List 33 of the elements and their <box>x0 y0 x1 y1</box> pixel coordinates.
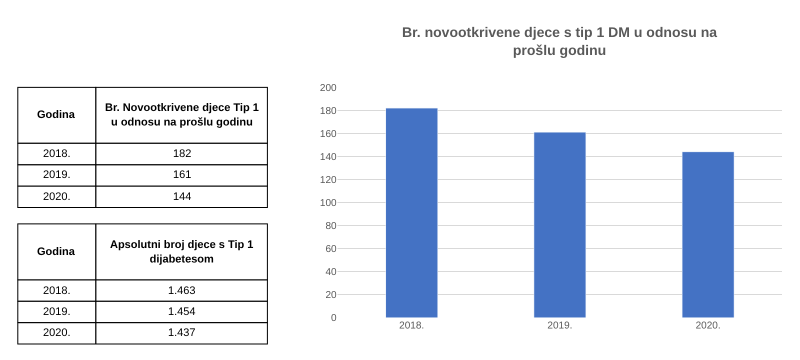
text: Br. Novootkrivene djece Tip 1 u odnosu na prošlu godinu <box>105 102 259 128</box>
text: 2019. <box>43 169 71 181</box>
text: 1.463 <box>168 285 196 297</box>
x-tick-label: 2020. <box>696 320 721 332</box>
text: 2020. <box>43 191 71 203</box>
bar <box>386 108 438 318</box>
y-tick-label: 180 <box>320 106 338 117</box>
y-tick-label: 160 <box>320 128 338 140</box>
text: 2019. <box>43 306 71 318</box>
text: 1.454 <box>168 306 196 318</box>
text: 1.437 <box>168 327 196 339</box>
bar <box>534 132 586 318</box>
text: 2018. <box>43 285 71 297</box>
text: Godina <box>37 246 76 258</box>
x-tick-label: 2019. <box>547 320 572 332</box>
y-tick-label: 0 <box>331 313 338 324</box>
text: 182 <box>173 148 192 160</box>
text: 2018. <box>43 148 71 160</box>
x-tick-label: 2018. <box>399 320 424 332</box>
chart-title: Br. novootkrivene djece s tip 1 DM u odnosu na prošlu godinu <box>402 24 718 58</box>
text: 144 <box>173 191 192 203</box>
y-tick-label: 200 <box>320 82 338 94</box>
y-tick-label: 40 <box>325 267 338 278</box>
text: Godina <box>37 109 76 121</box>
y-tick-label: 100 <box>320 198 338 210</box>
y-tick-label: 60 <box>325 244 338 256</box>
y-tick-label: 80 <box>325 221 338 232</box>
text: 161 <box>173 169 192 181</box>
text: Apsolutni broj djece s Tip 1 dijabetesom <box>110 239 254 266</box>
y-tick-label: 120 <box>320 175 338 186</box>
y-tick-label: 20 <box>325 290 338 302</box>
bar <box>682 152 734 318</box>
y-tick-label: 140 <box>320 152 338 163</box>
